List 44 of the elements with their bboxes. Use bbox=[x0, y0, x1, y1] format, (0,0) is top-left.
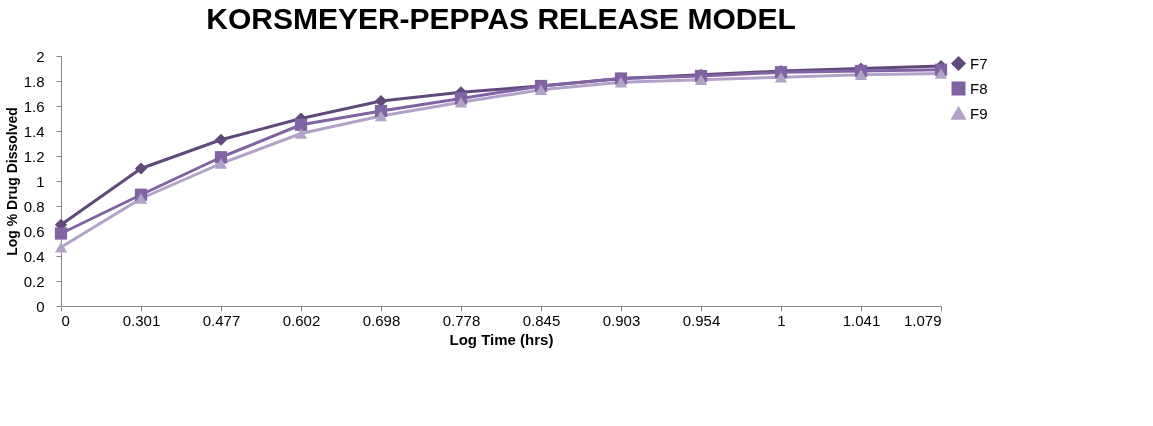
y-tick-label: 1.2 bbox=[23, 147, 45, 165]
y-tick-label: 0.6 bbox=[23, 222, 45, 240]
x-tick-label: 0.698 bbox=[362, 311, 401, 329]
point bbox=[534, 84, 548, 96]
point bbox=[134, 162, 148, 175]
point bbox=[934, 68, 948, 79]
y-tick-label: 0 bbox=[36, 297, 45, 315]
legend-label: F7 bbox=[970, 54, 988, 72]
point bbox=[614, 76, 628, 88]
y-tick-label: 1.6 bbox=[23, 97, 45, 115]
point bbox=[54, 241, 68, 253]
y-tick-label: 0.8 bbox=[23, 197, 45, 215]
y-axis-title: Log % Drug Dissolved bbox=[3, 107, 20, 256]
point bbox=[774, 71, 788, 83]
y-tick-label: 0.2 bbox=[23, 272, 45, 290]
point bbox=[294, 118, 308, 131]
legend-label: F9 bbox=[970, 104, 988, 122]
point bbox=[214, 158, 228, 169]
point bbox=[134, 193, 148, 204]
x-tick-label: 0.602 bbox=[282, 311, 321, 329]
x-tick-label: 0.954 bbox=[682, 311, 721, 329]
legend-label: F8 bbox=[970, 79, 988, 97]
x-tick-label: 0.477 bbox=[202, 311, 241, 329]
x-axis-title: Log Time (hrs) bbox=[449, 330, 554, 348]
point bbox=[214, 133, 228, 146]
point bbox=[294, 128, 308, 139]
y-tick-label: 0.4 bbox=[23, 247, 45, 265]
y-tick-label: 1.8 bbox=[23, 72, 45, 90]
point bbox=[454, 96, 468, 108]
x-tick-label: 0 bbox=[61, 311, 70, 329]
y-tick-label: 2 bbox=[36, 47, 45, 65]
y-tick-label: 1 bbox=[36, 172, 45, 190]
point bbox=[694, 74, 708, 86]
x-tick-label: 0.301 bbox=[122, 311, 161, 329]
x-tick-label: 1.041 bbox=[842, 311, 881, 329]
point bbox=[374, 110, 388, 122]
x-tick-label: 1.079 bbox=[903, 311, 942, 329]
x-tick-label: 0.903 bbox=[602, 311, 641, 329]
chart-title: KORSMEYER-PEPPAS RELEASE MODEL bbox=[206, 2, 796, 35]
point bbox=[54, 227, 68, 240]
x-tick-label: 1 bbox=[777, 311, 786, 329]
y-tick-label: 1.4 bbox=[23, 122, 45, 140]
x-tick-label: 0.845 bbox=[522, 311, 561, 329]
x-tick-label: 0.778 bbox=[442, 311, 481, 329]
